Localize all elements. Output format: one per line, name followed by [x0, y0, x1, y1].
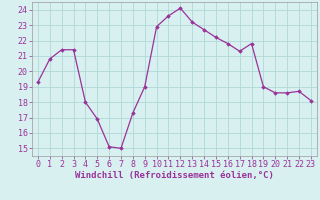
X-axis label: Windchill (Refroidissement éolien,°C): Windchill (Refroidissement éolien,°C) — [75, 171, 274, 180]
